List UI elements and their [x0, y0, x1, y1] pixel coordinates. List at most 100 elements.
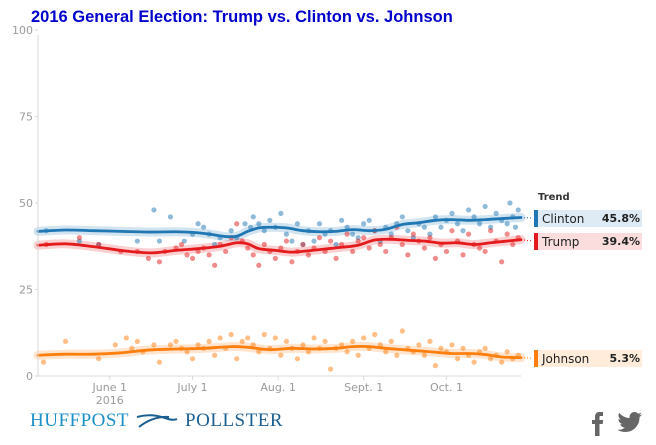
clinton-poll-point — [344, 224, 350, 230]
trump-legend-swatch — [534, 233, 538, 250]
clinton-poll-point — [261, 228, 267, 234]
johnson-poll-point — [504, 349, 510, 355]
trump-poll-point — [361, 235, 367, 241]
johnson-poll-point — [234, 356, 240, 362]
trump-poll-point — [504, 231, 510, 237]
johnson-poll-point — [499, 359, 505, 365]
clinton-poll-point — [201, 224, 207, 230]
x-tick-label: Oct. 1 — [430, 381, 463, 394]
legend-item-trump[interactable]: Trump 39.4% — [534, 233, 642, 250]
x-tick-label: July 1 — [176, 381, 207, 394]
clinton-poll-point — [477, 221, 483, 227]
johnson-poll-point — [63, 338, 69, 344]
trump-poll-point — [223, 248, 229, 255]
trump-legend-name: Trump — [541, 235, 579, 249]
clinton-poll-point — [438, 224, 444, 230]
legend-title: Trend — [538, 192, 570, 203]
johnson-poll-point — [300, 342, 306, 348]
clinton-poll-point — [366, 217, 372, 223]
johnson-poll-point — [206, 338, 212, 344]
clinton-poll-point — [399, 214, 405, 220]
trump-poll-point — [305, 252, 312, 258]
johnson-poll-point — [427, 338, 433, 344]
johnson-poll-point — [372, 331, 378, 338]
johnson-poll-point — [421, 352, 427, 358]
trump-poll-point — [366, 245, 372, 251]
y-tick-label: 0 — [26, 370, 33, 383]
johnson-poll-point — [239, 338, 245, 344]
trump-poll-point — [510, 241, 516, 248]
clinton-poll-point — [134, 238, 140, 244]
johnson-poll-point — [123, 335, 129, 341]
trump-poll-point — [449, 228, 455, 234]
clinton-poll-point — [311, 238, 317, 244]
johnson-poll-point — [250, 342, 256, 348]
trump-poll-point — [355, 238, 361, 244]
johnson-poll-point — [184, 349, 190, 355]
huffpost-pollster-logo[interactable]: HUFFPOST POLLSTER — [30, 410, 283, 432]
legend-item-johnson[interactable]: Johnson 5.3% — [534, 350, 642, 367]
johnson-poll-point — [228, 331, 234, 338]
trump-poll-point — [344, 231, 350, 237]
johnson-poll-point — [112, 342, 118, 348]
johnson-poll-point — [449, 342, 455, 348]
clinton-poll-point — [167, 214, 174, 220]
twitter-icon[interactable] — [617, 412, 643, 434]
trump-poll-point — [300, 241, 306, 248]
johnson-poll-point — [460, 345, 466, 351]
clinton-poll-point — [267, 217, 273, 223]
trump-poll-point — [145, 255, 151, 261]
legend-item-clinton[interactable]: Clinton 45.8% — [534, 210, 642, 227]
trump-poll-point — [499, 259, 505, 265]
trump-poll-point — [272, 255, 278, 261]
trump-poll-point — [477, 245, 483, 251]
clinton-poll-point — [432, 214, 439, 220]
johnson-poll-point — [383, 349, 389, 355]
trump-poll-point — [245, 245, 251, 251]
trump-legend-bg — [534, 233, 642, 250]
clinton-poll-point — [482, 203, 488, 210]
johnson-poll-point — [167, 342, 174, 348]
johnson-legend-swatch — [534, 350, 538, 367]
trump-poll-point — [383, 248, 389, 255]
facebook-icon[interactable] — [590, 412, 606, 436]
clinton-poll-point — [228, 228, 234, 234]
trump-poll-point — [465, 231, 472, 237]
x-tick-sublabel: 2016 — [96, 394, 124, 407]
johnson-legend-value: 5.3% — [609, 352, 640, 365]
johnson-poll-point — [278, 352, 284, 358]
clinton-legend-value: 45.8% — [602, 212, 640, 225]
johnson-poll-point — [283, 338, 289, 344]
johnson-poll-point — [454, 356, 461, 362]
clinton-poll-point — [339, 217, 345, 223]
huffpost-wordmark: HUFFPOST — [30, 410, 130, 431]
trump-trend-line — [36, 237, 523, 255]
clinton-poll-point — [294, 221, 301, 227]
johnson-poll-point — [245, 335, 251, 341]
johnson-poll-point — [134, 338, 140, 344]
x-tick-label: June 1 — [92, 381, 127, 394]
johnson-poll-point — [272, 335, 278, 341]
johnson-poll-point — [195, 342, 201, 348]
johnson-poll-point — [394, 352, 400, 358]
trump-poll-point — [212, 262, 218, 268]
johnson-poll-point — [482, 345, 488, 351]
johnson-poll-point — [438, 345, 444, 351]
trump-poll-point — [156, 259, 163, 265]
clinton-poll-point — [289, 238, 295, 244]
clinton-poll-point — [471, 214, 477, 220]
clinton-poll-point — [515, 207, 521, 213]
clinton-poll-point — [333, 241, 339, 248]
johnson-poll-point — [151, 342, 157, 348]
clinton-poll-point — [493, 210, 499, 216]
johnson-poll-point — [173, 338, 179, 344]
johnson-poll-point — [399, 328, 405, 334]
trump-poll-point — [189, 255, 196, 261]
trump-poll-point — [256, 262, 262, 268]
trump-poll-point — [261, 241, 267, 248]
clinton-poll-point — [361, 221, 367, 227]
trump-poll-point — [327, 238, 334, 244]
johnson-poll-point — [40, 359, 47, 365]
trump-poll-point — [399, 241, 405, 248]
